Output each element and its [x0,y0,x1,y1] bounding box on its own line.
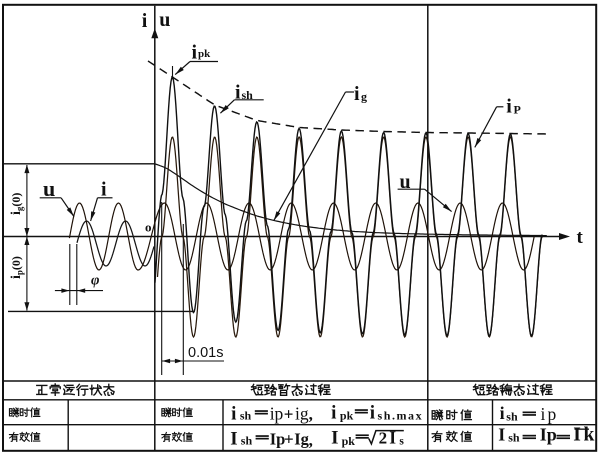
svg-text:0.01s: 0.01s [188,345,223,361]
svg-text:Ik: Ik [573,425,597,446]
svg-text:ip: ip [541,404,559,424]
svg-text:sh: sh [508,430,520,444]
svg-text:pk: pk [198,48,211,60]
svg-text:I: I [389,428,396,448]
svg-text:P: P [514,103,521,117]
svg-text:+: + [284,429,294,448]
svg-text:s: s [399,435,404,447]
svg-text:i: i [506,96,512,118]
svg-text:i: i [370,403,375,424]
svg-text:i: i [331,403,336,424]
svg-text:i: i [231,403,236,424]
svg-text:o: o [145,219,152,234]
svg-text:Ig: Ig [294,429,309,448]
svg-text:sh: sh [241,433,253,447]
svg-text:i: i [101,178,107,200]
svg-text:2: 2 [379,429,388,448]
svg-text:u: u [400,171,411,193]
svg-text:I: I [331,428,338,449]
svg-text:pk: pk [340,409,354,423]
svg-text:i: i [192,42,198,64]
svg-text:i: i [142,10,148,32]
svg-text:u: u [43,176,55,201]
svg-text:+: + [284,404,294,423]
svg-text:φ: φ [91,273,99,289]
svg-text:u: u [159,9,170,31]
svg-text:sh.max: sh.max [378,408,424,422]
svg-text:ip(0): ip(0) [9,256,25,279]
svg-text:,: , [309,431,313,450]
svg-text:sh: sh [240,408,252,422]
svg-text:ig: ig [295,403,309,423]
svg-text:,: , [309,404,313,423]
svg-text:i: i [354,83,360,105]
svg-text:ip: ip [270,403,284,423]
svg-text:i: i [235,82,241,104]
svg-text:I: I [498,425,505,445]
svg-text:pk: pk [342,434,356,448]
svg-text:Ip: Ip [540,425,557,445]
svg-text:Ip: Ip [270,429,286,448]
svg-text:i: i [500,403,505,423]
svg-text:ig(0): ig(0) [9,193,25,215]
svg-text:t: t [577,227,584,248]
svg-text:g: g [361,90,367,104]
svg-text:I: I [230,428,237,449]
svg-text:sh: sh [242,88,254,102]
svg-text:sh: sh [506,409,518,423]
